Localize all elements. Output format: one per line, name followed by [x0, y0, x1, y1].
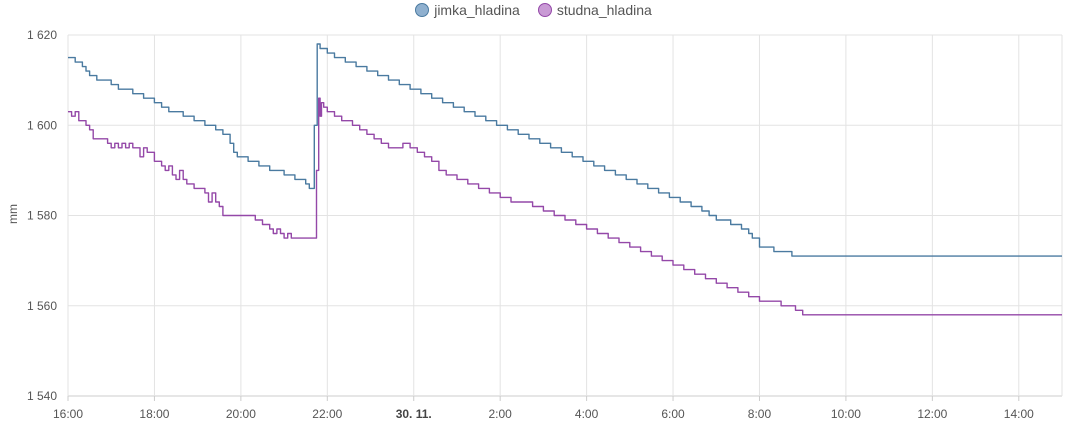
x-tick-label: 14:00	[1004, 407, 1034, 421]
legend-label: studna_hladina	[556, 2, 652, 18]
x-tick-label: 30. 11.	[396, 407, 432, 421]
y-tick-label: 1 580	[27, 209, 57, 223]
x-tick-label: 22:00	[312, 407, 342, 421]
y-tick-label: 1 540	[27, 389, 57, 403]
x-tick-label: 4:00	[575, 407, 599, 421]
series-line-studna_hladina	[68, 97, 1062, 316]
y-tick-label: 1 620	[27, 28, 57, 42]
legend: jimka_hladina studna_hladina	[0, 2, 1067, 18]
grid	[67, 34, 1063, 397]
legend-item-studna_hladina[interactable]: studna_hladina	[537, 2, 652, 18]
x-tick-label: 2:00	[488, 407, 512, 421]
x-tick-label: 6:00	[661, 407, 685, 421]
x-tick-label: 18:00	[139, 407, 169, 421]
x-tick-label: 16:00	[53, 407, 83, 421]
x-tick-label: 12:00	[917, 407, 947, 421]
y-axis: 1 540 1 560 1 580 1 600 1 620	[27, 28, 57, 403]
x-axis: 16:00 18:00 20:00 22:00 30. 11. 2:00 4:00 6:00 8…	[53, 396, 1034, 421]
legend-item-jimka_hladina[interactable]: jimka_hladina	[415, 2, 520, 18]
series-lines	[68, 43, 1062, 316]
legend-swatch	[415, 3, 430, 17]
legend-swatch	[537, 3, 552, 17]
legend-label: jimka_hladina	[434, 2, 520, 18]
y-tick-label: 1 560	[27, 299, 57, 313]
y-tick-label: 1 600	[27, 118, 57, 132]
x-tick-label: 8:00	[748, 407, 772, 421]
series-line-jimka_hladina	[68, 43, 1062, 257]
x-tick-label: 10:00	[831, 407, 861, 421]
y-axis-label: mm	[6, 204, 20, 224]
x-tick-label: 20:00	[226, 407, 256, 421]
